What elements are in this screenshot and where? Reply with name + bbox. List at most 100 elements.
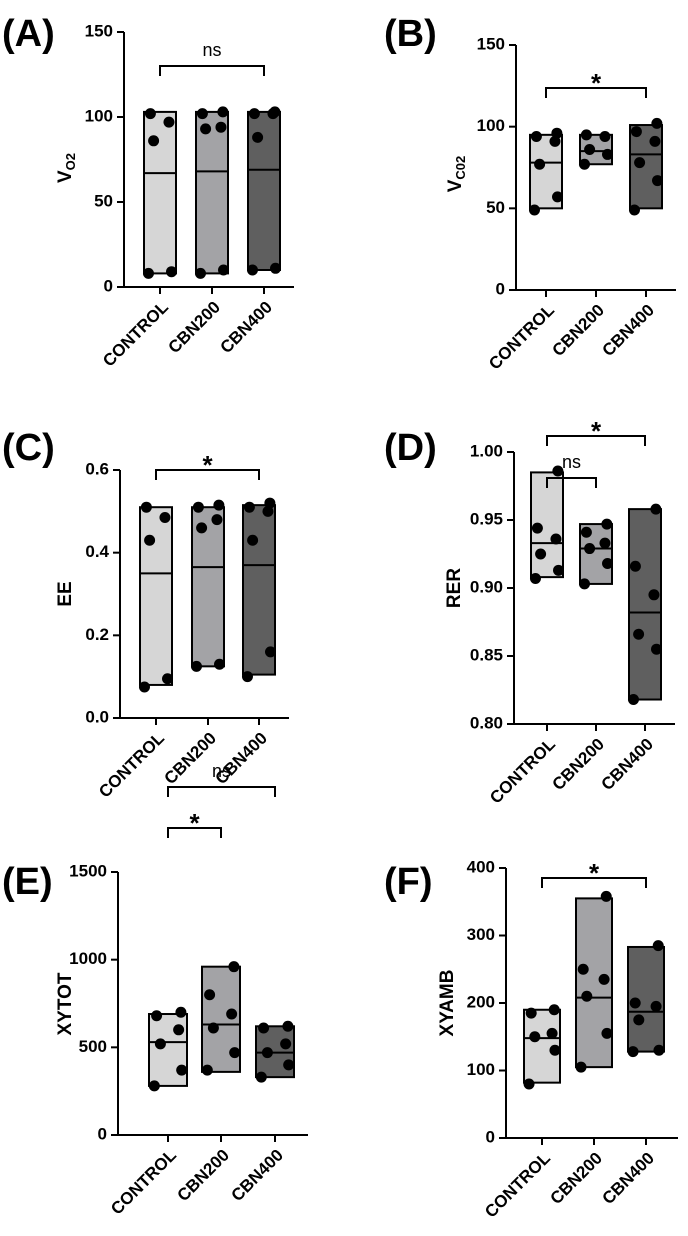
x-tick-label: CBN200: [548, 735, 608, 795]
data-point: [162, 673, 174, 685]
data-point: [548, 1004, 560, 1016]
range-bar: [139, 506, 173, 686]
y-axis-title: XYAMB: [437, 970, 458, 1037]
data-point: [282, 1020, 294, 1032]
data-point: [144, 108, 156, 120]
significance-label: *: [189, 808, 200, 838]
y-tick-label: 0.2: [85, 625, 109, 644]
x-tick-label-group: CBN200: [548, 735, 608, 795]
y-axis-title: RER: [444, 568, 465, 608]
y-tick-label: 0.4: [85, 542, 109, 561]
data-point: [553, 564, 565, 576]
panel-label: (A): [2, 13, 55, 55]
data-point: [650, 503, 662, 515]
data-point: [652, 175, 664, 187]
data-point: [229, 1047, 241, 1059]
data-point: [194, 267, 206, 279]
y-tick-label: 50: [94, 191, 113, 210]
data-point: [627, 1046, 639, 1058]
y-tick-label: 1000: [69, 949, 107, 968]
x-tick-label-group: CBN200: [173, 1146, 233, 1206]
x-tick-label-group: CONTROL: [99, 298, 172, 371]
y-tick-label: 0.95: [470, 509, 503, 528]
data-point: [584, 144, 596, 156]
data-point: [602, 558, 614, 570]
data-point: [578, 578, 590, 590]
data-point: [243, 501, 255, 513]
x-tick-label: CONTROL: [486, 735, 559, 808]
panel-label: (E): [2, 861, 53, 903]
data-point: [650, 1000, 662, 1012]
data-point: [196, 522, 208, 534]
y-tick-label: 0.6: [85, 459, 109, 478]
y-axis-title-subscript: O2: [63, 153, 78, 170]
panel-d: (D) 0.80 0.85 0.90 0.95 1.00 RER CONTROLCBN200C…: [384, 416, 675, 807]
data-point: [213, 499, 225, 511]
y-tick-label: 1500: [69, 861, 107, 880]
y-tick-label: 0: [104, 276, 113, 295]
data-point: [190, 660, 202, 672]
data-point: [211, 514, 223, 526]
y-axis-title: EE: [55, 581, 76, 606]
data-point: [633, 628, 645, 640]
data-point: [173, 1024, 185, 1036]
y-tick-label: 50: [486, 198, 505, 217]
significance-bracket: [546, 477, 597, 488]
data-point: [166, 266, 178, 278]
data-point: [627, 694, 639, 706]
data-point: [599, 537, 611, 549]
y-axis-title-group: EE: [55, 581, 76, 606]
data-point: [648, 589, 660, 601]
data-point: [552, 191, 564, 203]
x-tick-label-group: CBN400: [227, 1146, 287, 1206]
data-point: [529, 1031, 541, 1043]
data-point: [580, 129, 592, 141]
data-point: [148, 1080, 160, 1092]
significance-bracket: [155, 469, 260, 480]
y-tick-label: 0: [98, 1124, 107, 1143]
panel-label: (B): [384, 13, 437, 55]
data-point: [196, 108, 208, 120]
data-point: [581, 990, 593, 1002]
data-point: [280, 1038, 292, 1050]
y-tick-label: 200: [467, 992, 495, 1011]
y-tick-label: 0.90: [470, 577, 503, 596]
data-point: [204, 989, 216, 1001]
data-point: [246, 264, 258, 276]
data-point: [653, 1044, 665, 1056]
data-point: [248, 108, 260, 120]
significance-label: *: [589, 858, 600, 888]
y-axis-title: VC02: [445, 156, 468, 193]
x-tick-label: CBN400: [227, 1146, 287, 1206]
data-point: [270, 262, 282, 274]
data-point: [148, 135, 160, 147]
data-point: [138, 681, 150, 693]
data-point: [207, 1022, 219, 1034]
x-tick-label-group: CBN200: [546, 1149, 606, 1209]
data-point: [228, 961, 240, 973]
significance-label: *: [591, 68, 602, 98]
data-point: [226, 1008, 238, 1020]
data-point: [200, 123, 212, 135]
y-tick-label: 150: [477, 34, 505, 53]
range-bar: [201, 965, 241, 1073]
y-tick-label: 150: [85, 21, 113, 40]
data-point: [261, 1047, 273, 1059]
significance-label: ns: [212, 761, 231, 781]
data-point: [252, 131, 264, 143]
data-point: [629, 560, 641, 572]
x-tick-label: CONTROL: [485, 301, 558, 374]
x-tick-label: CBN200: [548, 301, 608, 361]
x-tick-label: CONTROL: [99, 298, 172, 371]
y-tick-label: 300: [467, 925, 495, 944]
data-point: [528, 204, 540, 216]
data-point: [629, 997, 641, 1009]
x-tick-label-group: CBN400: [597, 735, 657, 795]
data-point: [159, 512, 171, 524]
x-tick-label: CBN200: [173, 1146, 233, 1206]
